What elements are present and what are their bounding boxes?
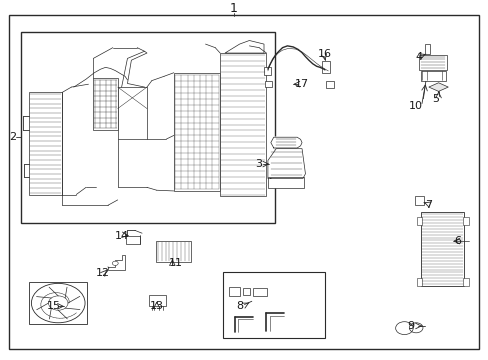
Polygon shape	[108, 256, 125, 270]
Bar	[414, 196, 423, 205]
Bar	[93, 78, 118, 130]
Text: 14: 14	[114, 231, 128, 241]
Bar	[118, 87, 147, 139]
Bar	[264, 81, 271, 87]
Bar	[418, 55, 447, 70]
Bar	[156, 241, 190, 262]
Text: 4: 4	[415, 51, 422, 62]
Text: 10: 10	[408, 102, 422, 111]
Text: 6: 6	[454, 236, 461, 246]
Bar	[321, 61, 330, 73]
Bar	[420, 71, 446, 81]
Text: 13: 13	[149, 301, 163, 311]
Bar	[462, 217, 468, 225]
Text: 11: 11	[169, 258, 183, 268]
Text: 17: 17	[294, 79, 308, 89]
Bar	[220, 53, 266, 196]
Bar	[326, 81, 333, 88]
Text: 9: 9	[407, 321, 414, 331]
Text: 7: 7	[425, 199, 431, 210]
Bar	[424, 44, 429, 54]
Text: 12: 12	[96, 268, 110, 278]
Bar	[222, 271, 325, 338]
Polygon shape	[224, 40, 264, 53]
Bar	[253, 288, 266, 296]
Bar	[149, 295, 165, 306]
Polygon shape	[428, 83, 447, 91]
Bar	[264, 67, 270, 75]
Bar	[173, 73, 220, 191]
Text: 15: 15	[46, 301, 60, 311]
Bar	[126, 236, 140, 244]
Bar	[29, 93, 62, 194]
Bar	[416, 278, 422, 286]
Text: 5: 5	[431, 94, 438, 104]
Bar	[242, 288, 249, 295]
Polygon shape	[267, 149, 305, 179]
Polygon shape	[270, 137, 302, 148]
Bar	[416, 217, 422, 225]
Text: 3: 3	[255, 159, 262, 169]
Bar	[420, 212, 463, 286]
Bar	[228, 287, 239, 296]
Bar	[462, 278, 468, 286]
Text: 1: 1	[229, 3, 237, 15]
Text: 16: 16	[317, 49, 331, 59]
Bar	[21, 32, 274, 223]
Text: 2: 2	[9, 132, 16, 142]
Bar	[267, 177, 304, 188]
Circle shape	[112, 261, 118, 265]
Bar	[29, 282, 86, 324]
Text: 8: 8	[236, 301, 243, 311]
